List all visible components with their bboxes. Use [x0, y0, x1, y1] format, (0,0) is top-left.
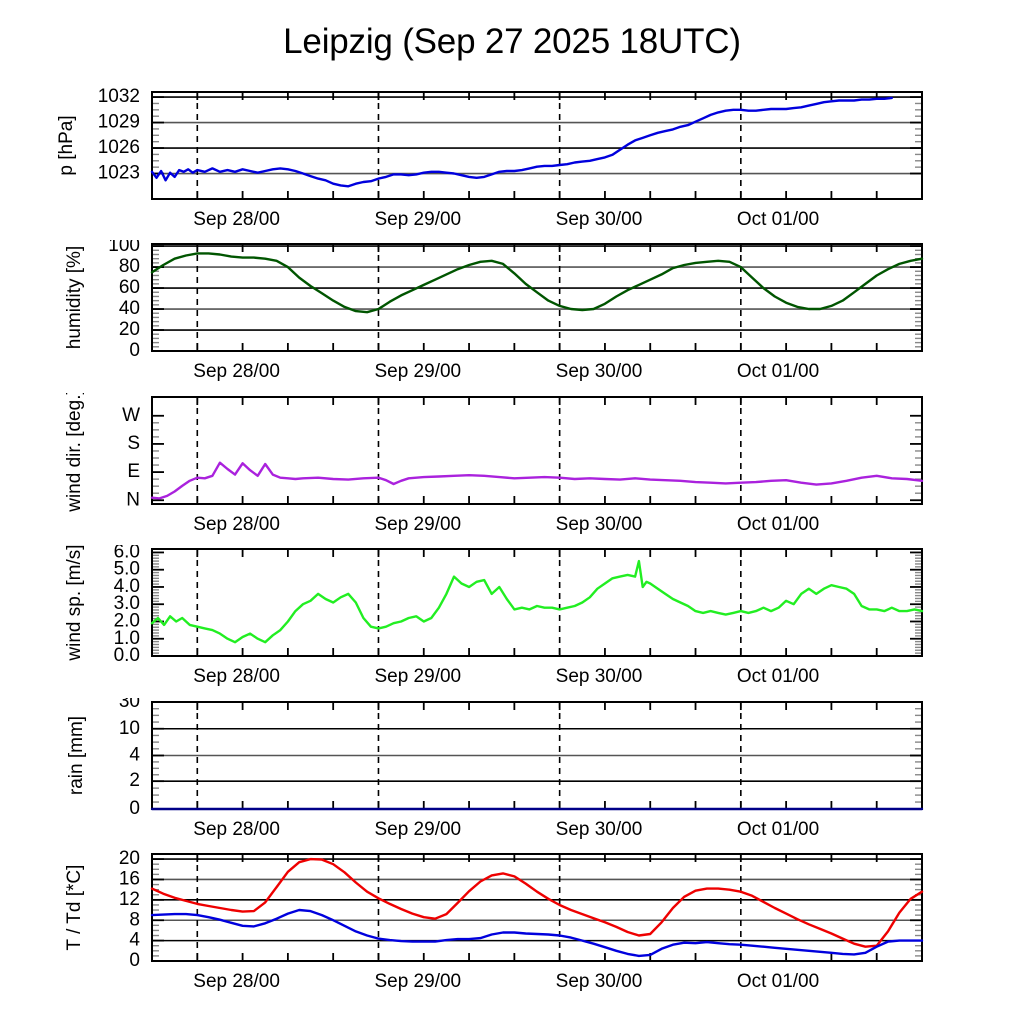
x-tick-label: Sep 28/00: [193, 666, 280, 687]
x-tick-label: Sep 29/00: [374, 514, 461, 535]
x-tick-label: Sep 29/00: [374, 209, 461, 230]
y-axis-label: p [hPa]: [56, 115, 77, 175]
x-tick-label: Sep 30/00: [556, 361, 643, 382]
y-tick-label: W: [122, 405, 140, 426]
y-axis-label: humidity [%]: [64, 246, 85, 349]
series-line-RH: [150, 252, 924, 314]
x-tick-label: Oct 01/00: [737, 971, 819, 992]
y-tick-label: 80: [119, 256, 140, 277]
x-tick-label: Sep 29/00: [374, 666, 461, 687]
plot-area-wind_speed: 0.01.02.03.04.05.06.0 Sep 28/00 Sep 29/00 S…: [64, 545, 924, 687]
x-tick-label: Sep 28/00: [193, 361, 280, 382]
y-axis-label: rain [mm]: [66, 716, 87, 795]
y-tick-label: 3.0: [114, 593, 140, 614]
plot-frame: [151, 396, 923, 505]
series-line-ff: [150, 559, 924, 644]
x-tick-label: Sep 29/00: [374, 819, 461, 840]
plot-frame: [151, 91, 923, 200]
y-tick-label: 60: [119, 277, 140, 298]
x-tick-label: Oct 01/00: [737, 666, 819, 687]
y-axis-label: wind sp. [m/s]: [64, 545, 85, 662]
y-tick-label: 4: [129, 930, 140, 951]
y-tick-label: 16: [119, 868, 140, 889]
y-tick-label: 100: [108, 240, 140, 256]
y-tick-label: 0: [129, 798, 140, 819]
y-tick-label: 2.0: [114, 610, 140, 631]
y-tick-label: 0.0: [114, 645, 140, 666]
x-tick-label: Sep 30/00: [556, 971, 643, 992]
page-title: Leipzig (Sep 27 2025 18UTC): [283, 22, 741, 61]
x-tick-label: Sep 29/00: [374, 971, 461, 992]
x-tick-label: Sep 30/00: [556, 514, 643, 535]
y-tick-label: 20: [119, 319, 140, 340]
y-tick-label: 1.0: [114, 628, 140, 649]
x-tick-label: Oct 01/00: [737, 819, 819, 840]
y-tick-label: 5.0: [114, 559, 140, 580]
panel-temperature: 0 4 8 12 16 20 Sep 28/00 Sep 29/00 Sep 30/00 Oct …: [0, 850, 1024, 998]
plot-frame: [151, 243, 923, 352]
x-tick-label: Sep 30/00: [556, 666, 643, 687]
panel-wind-speed: 0.0 1.0 2.0 3.0 4.0 5.0 6.0 Sep 28/00 Sep 29/00 S…: [0, 545, 1024, 693]
y-tick-label: N: [126, 489, 140, 510]
series-line-p: [150, 96, 893, 188]
y-tick-label: 40: [119, 298, 140, 319]
plot-frame: [151, 548, 923, 657]
x-tick-label: Sep 28/00: [193, 819, 280, 840]
y-tick-label: 2: [129, 770, 140, 791]
x-tick-label: Oct 01/00: [737, 514, 819, 535]
series-line-T: [150, 857, 924, 948]
x-tick-label: Oct 01/00: [737, 361, 819, 382]
x-tick-label: Sep 28/00: [193, 209, 280, 230]
series-line-Td: [150, 908, 924, 958]
panel-pressure: 1023 1026 1029 1032 Sep 28/00 Sep 29/00 Sep 30…: [0, 88, 1024, 236]
y-tick-label: 12: [119, 889, 140, 910]
y-tick-label: 6.0: [114, 545, 140, 562]
plot-frame: [151, 853, 923, 962]
y-tick-label: 1023: [98, 163, 140, 184]
y-tick-label: E: [127, 461, 140, 482]
plot-area-pressure: 1023 1026 1029 1032 Sep 28/00 Sep 29/00 Sep 30…: [56, 88, 923, 230]
y-tick-label: 20: [119, 850, 140, 869]
y-tick-label: 4.0: [114, 576, 140, 597]
y-tick-label: 1029: [98, 112, 140, 133]
y-tick-label: 8: [129, 909, 140, 930]
y-tick-label: 0: [129, 950, 140, 971]
x-tick-label: Sep 28/00: [193, 971, 280, 992]
y-tick-label: 4: [129, 745, 140, 766]
y-axis-label: wind dir. [deg.]: [64, 393, 85, 513]
y-tick-label: S: [127, 433, 140, 454]
plot-area-rain: 0 2 4 10 30 Sep 28/00 Sep 29/00 Sep 30/00 Oct 01…: [66, 698, 924, 840]
panel-humidity: 0 20 40 60 80 100 Sep 28/00 Sep 29/00 Sep 30/00 O…: [0, 240, 1024, 388]
panel-rain: 0 2 4 10 30 Sep 28/00 Sep 29/00 Sep 30/00 Oct 01…: [0, 698, 1024, 846]
panel-wind-dir: N E S W Sep 28/00 Sep 29/00 Sep 30/00 Oct 01/00…: [0, 393, 1024, 541]
x-tick-label: Oct 01/00: [737, 209, 819, 230]
x-tick-label: Sep 30/00: [556, 209, 643, 230]
y-tick-label: 1026: [98, 137, 140, 158]
x-tick-label: Sep 29/00: [374, 361, 461, 382]
series-line-dd: [150, 461, 924, 500]
y-tick-label: 0: [129, 340, 140, 361]
y-axis-label: T / Td [*C]: [64, 865, 85, 951]
x-tick-label: Sep 30/00: [556, 819, 643, 840]
y-tick-label: 10: [119, 718, 140, 739]
y-tick-label: 30: [119, 698, 140, 712]
x-tick-label: Sep 28/00: [193, 514, 280, 535]
y-tick-label: 1032: [98, 88, 140, 107]
